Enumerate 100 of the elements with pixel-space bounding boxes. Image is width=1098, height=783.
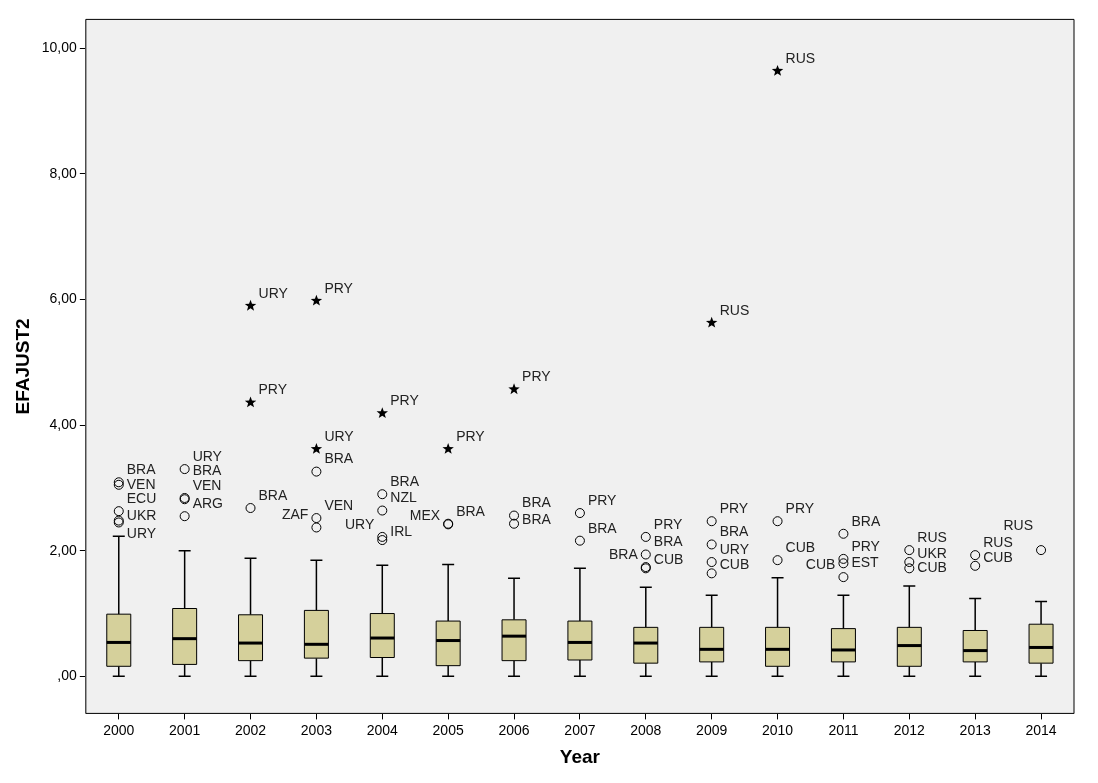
data-label: PRY [324,279,354,296]
point [509,510,520,521]
point [311,522,322,533]
data-label: BRA [192,462,223,479]
x-axis-title: Year [559,745,601,767]
data-label: BRA [390,473,420,490]
x-tick-label: 2008 [630,721,662,738]
data-label: PRY [390,392,420,409]
data-label: BRA [522,510,552,527]
data-label: CUB [805,555,836,572]
x-tick-label: 2014 [1025,721,1057,738]
y-tick-label: 10,00 [41,39,78,56]
y-tick-label: 4,00 [49,415,78,432]
data-label: UKR [917,544,947,561]
point [706,516,717,527]
point [311,466,322,477]
point [772,516,783,527]
point [838,528,849,539]
y-tick-label: ,00 [57,667,78,684]
data-label: VEN [324,496,354,513]
data-label: BRA [653,533,684,550]
data-label: PRY [587,491,618,508]
data-label: UKR [126,507,157,524]
data-label: ZAF [281,506,309,523]
data-label: PRY [522,368,552,385]
data-label: PRY [653,515,683,532]
data-label: VEN [192,476,222,493]
point [113,506,124,517]
point [244,396,257,408]
x-tick-label: 2005 [432,721,464,738]
x-tick-label: 2010 [761,721,794,738]
point [640,531,651,542]
x-tick-label: 2002 [234,721,267,738]
data-label: ECU [126,490,157,507]
data-label: BRA [587,519,618,536]
point [706,568,717,579]
data-label: CUB [983,548,1013,565]
data-label: CUB [785,539,816,556]
data-label: BRA [609,545,639,562]
data-label: NZL [390,489,417,506]
data-label: URY [344,515,375,532]
point [377,505,388,516]
data-label: URY [324,427,355,444]
data-label: IRL [390,522,413,539]
point [310,442,323,454]
point [179,511,190,522]
point [640,549,651,560]
data-label: BRA [324,450,354,467]
point [508,383,520,395]
x-tick-label: 2006 [498,721,530,738]
point [706,557,717,568]
x-tick-label: 2013 [959,721,991,738]
point [377,489,388,500]
x-tick-label: 2000 [103,721,135,738]
point [904,563,915,574]
data-label: BRA [522,494,552,511]
x-tick-label: 2012 [893,721,926,738]
x-tick-label: 2007 [564,721,596,738]
data-label: BRA [456,502,486,519]
data-label: PRY [258,381,288,398]
x-tick-label: 2011 [828,721,859,738]
data-label: CUB [653,551,684,568]
y-axis-title: EFAJUST2 [11,318,33,415]
point [245,503,256,514]
data-label: ARG [192,495,223,512]
data-label: MEX [409,507,441,524]
data-label: RUS [1003,516,1034,533]
point [574,535,585,546]
data-label: URY [126,525,157,542]
x-tick-label: 2004 [366,721,399,738]
data-label: VEN [126,475,156,492]
x-tick-label: 2003 [300,721,333,738]
x-tick-label: 2001 [169,721,201,738]
point [1036,545,1047,556]
point [574,508,585,519]
data-label: URY [258,284,289,301]
data-label: CUB [917,559,947,576]
point [509,518,520,529]
data-label: PRY [785,500,815,517]
data-label: URY [719,540,750,557]
point [904,545,915,556]
point [179,464,190,475]
data-label: RUS [719,301,750,318]
data-label: URY [192,447,223,464]
data-label: BRA [258,486,288,503]
point [706,539,717,550]
point [376,407,388,419]
data-label: RUS [917,528,947,545]
point [904,557,915,568]
point [838,558,849,569]
x-tick-label: 2009 [696,721,728,738]
point [442,442,454,454]
point [970,550,981,561]
point [377,535,388,546]
data-label: RUS [785,49,816,66]
data-label: PRY [851,537,881,554]
data-label: CUB [719,556,750,573]
data-label: EST [851,554,880,571]
data-label: PRY [719,500,749,517]
point [970,560,981,571]
